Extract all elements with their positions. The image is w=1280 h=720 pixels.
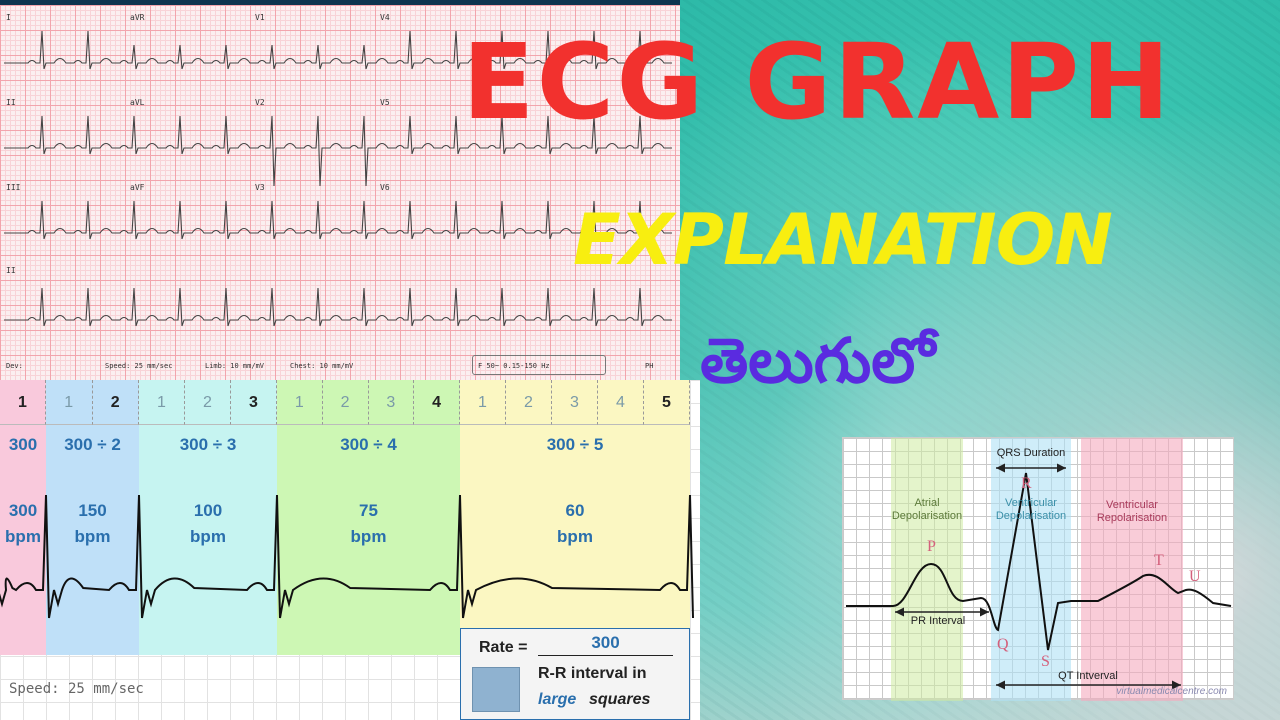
bpm-unit: bpm bbox=[5, 527, 41, 546]
pqrst-waveform bbox=[846, 472, 1232, 651]
ventricular-depolarisation-label: Ventricular Depolarisation bbox=[995, 497, 1067, 522]
rate-zone-5: 1 2 3 4 5 300 ÷ 5 60 bpm bbox=[460, 380, 690, 655]
lead-label: V1 bbox=[255, 13, 265, 22]
square-number: 3 bbox=[231, 380, 277, 425]
rate-denominator-squares: squares bbox=[589, 691, 651, 708]
heart-rate-chart: 1 300 300 bpm 1 2 300 ÷ 2 150 bpm 1 2 3 300 ÷ 3 100 bp… bbox=[0, 380, 700, 720]
rate-speed-label: Speed: 25 mm/sec bbox=[9, 681, 144, 697]
large-square-swatch bbox=[472, 667, 520, 712]
square-number: 1 bbox=[46, 380, 93, 425]
rate-formula: 300 ÷ 3 bbox=[179, 435, 237, 454]
rate-zone-4: 1 2 3 4 300 ÷ 4 75 bpm bbox=[277, 380, 460, 655]
square-number: 1 bbox=[0, 380, 46, 425]
ecg-trace-row bbox=[4, 287, 672, 327]
bpm-value: 60 bbox=[565, 501, 585, 520]
rate-bpm: 75 bpm bbox=[277, 498, 460, 550]
pqrst-trace bbox=[846, 463, 1232, 690]
square-number: 1 bbox=[139, 380, 185, 425]
bpm-unit: bpm bbox=[190, 527, 226, 546]
bpm-unit: bpm bbox=[74, 527, 111, 546]
lead-label: aVR bbox=[130, 13, 145, 22]
rate-bpm: 100 bpm bbox=[139, 498, 277, 550]
lead-label: II bbox=[6, 266, 16, 275]
rate-zone-2: 1 2 300 ÷ 2 150 bpm bbox=[46, 380, 139, 655]
rate-formula: 300 ÷ 4 bbox=[340, 435, 397, 454]
pqrst-diagram: QRS Duration Atrial Depolarisation Ventr… bbox=[842, 437, 1234, 701]
square-number: 1 bbox=[277, 380, 323, 425]
lead-label: II bbox=[6, 98, 16, 107]
wave-r: R bbox=[1021, 475, 1032, 492]
square-number: 2 bbox=[506, 380, 552, 425]
rate-zone-1: 1 300 300 bpm bbox=[0, 380, 46, 655]
atrial-band bbox=[891, 438, 963, 701]
title-ecg-graph: ECG GRAPH bbox=[462, 21, 1173, 143]
square-number: 1 bbox=[460, 380, 506, 425]
rate-formula: 300 bbox=[8, 435, 38, 454]
footer-dev: Dev: bbox=[6, 362, 23, 370]
lead-label: V4 bbox=[380, 13, 390, 22]
footer-speed: Speed: 25 mm/sec bbox=[105, 362, 173, 370]
qrs-band bbox=[991, 438, 1071, 701]
credit-watermark: virtualmedicalcentre.com bbox=[1116, 686, 1227, 697]
square-number: 2 bbox=[92, 380, 139, 425]
qrs-duration-label: QRS Duration bbox=[996, 447, 1066, 459]
ecg-trace-row bbox=[4, 30, 672, 70]
square-number: 5 bbox=[644, 380, 690, 425]
rate-bpm: 300 bpm bbox=[0, 498, 46, 550]
rate-numerator: 300 bbox=[538, 633, 673, 656]
square-number: 3 bbox=[368, 380, 415, 425]
bpm-value: 150 bbox=[78, 501, 107, 520]
footer-filter: F 50~ 0.15-150 Hz bbox=[472, 355, 606, 375]
square-number: 3 bbox=[552, 380, 598, 425]
wave-t: T bbox=[1154, 552, 1164, 569]
bpm-value: 75 bbox=[359, 501, 378, 520]
rate-waveform bbox=[0, 494, 694, 619]
title-explanation: EXPLANATION bbox=[573, 199, 1113, 281]
rate-zone-3: 1 2 3 300 ÷ 3 100 bpm bbox=[139, 380, 277, 655]
bpm-value: 300 bbox=[8, 501, 38, 520]
bpm-unit: bpm bbox=[557, 527, 593, 546]
bpm-value: 100 bbox=[193, 501, 223, 520]
square-number: 4 bbox=[598, 380, 644, 425]
rate-formula-box: Rate = 300 R-R interval in large squares bbox=[460, 628, 690, 720]
rate-label: Rate = bbox=[479, 639, 528, 656]
atrial-label: Atrial Depolarisation bbox=[891, 497, 963, 522]
lead-label: I bbox=[6, 13, 11, 22]
top-bar bbox=[0, 0, 680, 5]
footer-page: PH bbox=[645, 362, 654, 370]
lead-label: V6 bbox=[380, 183, 390, 192]
wave-s: S bbox=[1041, 653, 1050, 670]
lead-label: aVF bbox=[130, 183, 145, 192]
wave-p: P bbox=[927, 538, 936, 555]
lead-label: III bbox=[6, 183, 21, 192]
lead-label: V2 bbox=[255, 98, 265, 107]
wave-q: Q bbox=[997, 636, 1009, 653]
ecg-trace-row bbox=[4, 115, 672, 187]
bpm-unit: bpm bbox=[350, 527, 387, 546]
qt-interval-label: QT Intverval bbox=[1058, 670, 1118, 682]
rate-formula: 300 ÷ 2 bbox=[64, 435, 121, 454]
rate-formula: 300 ÷ 5 bbox=[546, 435, 604, 454]
ecg-trace-row bbox=[4, 200, 672, 240]
rate-ecg-trace bbox=[0, 494, 694, 619]
repolarisation-band bbox=[1081, 438, 1183, 701]
square-number: 4 bbox=[414, 380, 460, 425]
lead-label: aVL bbox=[130, 98, 145, 107]
lead-label: V5 bbox=[380, 98, 390, 107]
ventricular-repolarisation-label: Ventricular Repolarisation bbox=[1096, 499, 1168, 524]
rate-bpm: 60 bpm bbox=[460, 498, 690, 550]
title-telugu: తెలుగులో bbox=[700, 327, 936, 396]
pr-interval-label: PR Interval bbox=[910, 615, 966, 627]
square-number: 2 bbox=[185, 380, 231, 425]
wave-u: U bbox=[1189, 568, 1201, 585]
square-number: 2 bbox=[322, 380, 369, 425]
footer-chest: Chest: 10 mm/mV bbox=[290, 362, 354, 370]
lead-label: V3 bbox=[255, 183, 265, 192]
rate-bpm: 150 bpm bbox=[46, 498, 139, 550]
footer-limb: Limb: 10 mm/mV bbox=[205, 362, 265, 370]
rate-denominator-line1: R-R interval in bbox=[538, 665, 647, 682]
rate-denominator-large: large bbox=[538, 691, 577, 708]
